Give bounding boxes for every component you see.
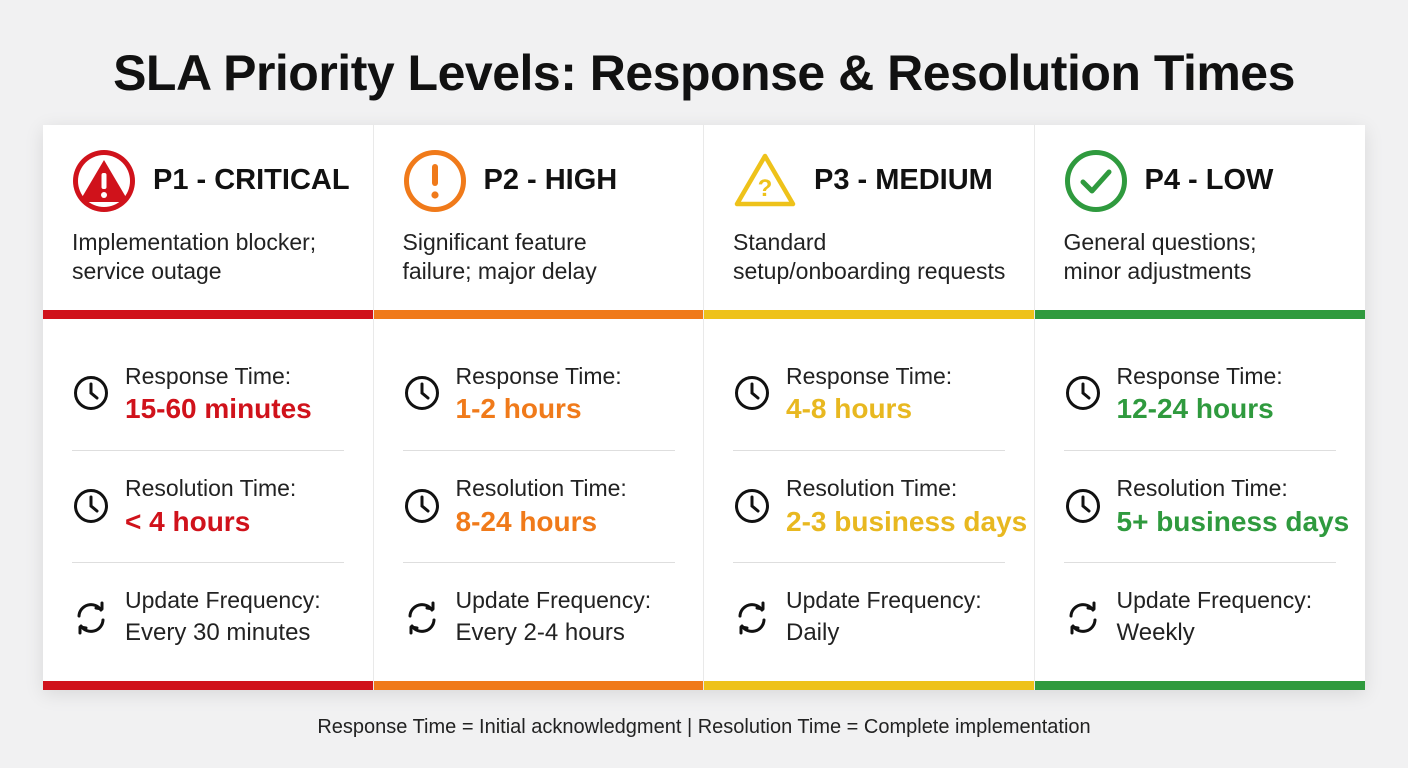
clock-icon (404, 489, 439, 523)
card-p3-medium: ? P3 - MEDIUM Standard setup/onboarding … (704, 125, 1035, 690)
priority-description: Standard setup/onboarding requests (733, 228, 1033, 286)
update-frequency-row: Update Frequency: Every 30 minutes (72, 562, 344, 675)
update-frequency-label: Update Frequency: (1116, 587, 1313, 613)
priority-title: P1 - CRITICAL (153, 164, 350, 196)
alert-triangle-icon (73, 150, 135, 212)
resolution-time-value: 5+ business days (1116, 506, 1350, 537)
clock-icon (735, 489, 769, 523)
refresh-icon (1069, 601, 1096, 635)
response-time-row: Response Time: 1-2 hours (403, 338, 675, 450)
response-time-row: Response Time: 15-60 minutes (72, 338, 344, 450)
update-frequency-value: Every 30 minutes (125, 619, 311, 646)
card-header: P4 - LOW General questions; minor adjust… (1035, 125, 1366, 310)
update-frequency-label: Update Frequency: (786, 587, 982, 613)
priority-color-bar (1034, 681, 1365, 690)
question-triangle-icon: ? (734, 153, 796, 207)
update-frequency-value: Weekly (1116, 619, 1195, 646)
description-line: Standard (733, 229, 827, 255)
update-frequency-value: Daily (786, 619, 840, 646)
update-frequency-row: Update Frequency: Every 2-4 hours (402, 562, 675, 675)
clock-icon (1065, 376, 1100, 410)
card-header: P2 - HIGH Significant feature failure; m… (374, 125, 704, 310)
description-line: minor adjustments (1063, 258, 1252, 284)
resolution-time-value: < 4 hours (125, 506, 251, 537)
resolution-time-value: 2-3 business days (786, 506, 1028, 537)
refresh-icon (738, 601, 766, 635)
priority-color-bar (43, 681, 373, 690)
update-frequency-label: Update Frequency: (125, 587, 321, 613)
refresh-icon (77, 601, 105, 635)
update-frequency-row: Update Frequency: Weekly (1063, 562, 1336, 675)
priority-description: Implementation blocker; service outage (72, 228, 372, 286)
card-p4-low: P4 - LOW General questions; minor adjust… (1034, 125, 1366, 690)
response-time-value: 12-24 hours (1116, 393, 1274, 424)
response-time-value: 1-2 hours (455, 393, 582, 424)
priority-color-bar (1034, 310, 1365, 319)
response-time-value: 4-8 hours (786, 393, 913, 424)
clock-icon (1065, 489, 1100, 523)
priority-color-bar (704, 681, 1034, 690)
priority-title: P2 - HIGH (483, 164, 618, 196)
priority-color-bar (43, 310, 373, 319)
priority-color-bar (373, 681, 703, 690)
clock-icon (74, 489, 108, 523)
check-circle-icon (1064, 150, 1127, 212)
priority-cards: P1 - CRITICAL Implementation blocker; se… (43, 125, 1365, 690)
resolution-time-row: Resolution Time: 2-3 business days (733, 450, 1027, 563)
page-title: SLA Priority Levels: Response & Resoluti… (113, 45, 1295, 101)
response-time-row: Response Time: 4-8 hours (733, 338, 1005, 450)
priority-title: P4 - LOW (1144, 164, 1274, 196)
response-time-label: Response Time: (1116, 363, 1283, 389)
resolution-time-row: Resolution Time: < 4 hours (72, 450, 344, 563)
description-line: service outage (72, 258, 222, 284)
clock-icon (74, 376, 108, 410)
clock-icon (735, 376, 769, 410)
update-frequency-label: Update Frequency: (455, 587, 652, 613)
description-line: failure; major delay (402, 258, 597, 284)
footer-legend: Response Time = Initial acknowledgment |… (317, 716, 1091, 738)
update-frequency-row: Update Frequency: Daily (733, 562, 1005, 675)
card-p1-critical: P1 - CRITICAL Implementation blocker; se… (43, 125, 374, 690)
svg-text:?: ? (758, 175, 773, 202)
card-p2-high: P2 - HIGH Significant feature failure; m… (373, 125, 704, 690)
priority-color-bar (373, 310, 703, 319)
resolution-time-value: 8-24 hours (455, 506, 598, 537)
resolution-time-row: Resolution Time: 8-24 hours (402, 450, 675, 563)
resolution-time-label: Resolution Time: (1116, 475, 1288, 501)
description-line: setup/onboarding requests (733, 258, 1006, 284)
response-time-value: 15-60 minutes (125, 393, 312, 424)
description-line: General questions; (1063, 229, 1257, 255)
clock-icon (404, 376, 439, 410)
response-time-row: Response Time: 12-24 hours (1064, 338, 1336, 450)
description-line: Significant feature (402, 229, 587, 255)
response-time-label: Response Time: (125, 363, 292, 389)
resolution-time-label: Resolution Time: (455, 475, 627, 501)
update-frequency-value: Every 2-4 hours (455, 619, 625, 646)
exclamation-circle-icon (403, 150, 466, 212)
resolution-time-label: Resolution Time: (125, 475, 297, 501)
card-header: P1 - CRITICAL Implementation blocker; se… (43, 125, 373, 310)
resolution-time-label: Resolution Time: (786, 475, 958, 501)
priority-color-bar (704, 310, 1034, 319)
response-time-label: Response Time: (455, 363, 622, 389)
priority-title: P3 - MEDIUM (814, 164, 993, 196)
priority-description: General questions; minor adjustments (1064, 228, 1364, 286)
priority-description: Significant feature failure; major delay (403, 228, 703, 286)
description-line: Implementation blocker; (72, 229, 317, 255)
refresh-icon (408, 601, 435, 635)
response-time-label: Response Time: (786, 363, 953, 389)
card-header: ? P3 - MEDIUM Standard setup/onboarding … (704, 125, 1034, 310)
resolution-time-row: Resolution Time: 5+ business days (1063, 450, 1349, 563)
